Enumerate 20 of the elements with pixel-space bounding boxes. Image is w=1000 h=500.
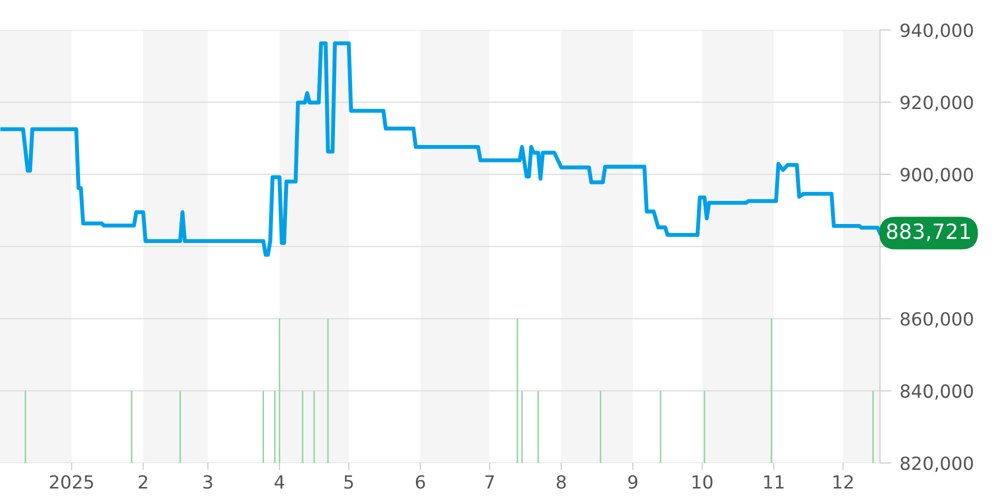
y-tick-label: 940,000 bbox=[900, 23, 973, 39]
x-tick-label: 2025 bbox=[50, 475, 93, 489]
x-tick-label: 2 bbox=[138, 475, 148, 489]
x-tick-label: 10 bbox=[692, 475, 712, 489]
x-tick-label: 8 bbox=[556, 475, 566, 489]
y-tick-label: 900,000 bbox=[900, 168, 973, 184]
x-tick-label: 11 bbox=[764, 475, 784, 489]
y-tick-label: 920,000 bbox=[900, 96, 973, 112]
line-series bbox=[0, 41, 880, 257]
x-tick-label: 4 bbox=[274, 475, 284, 489]
x-tick-label: 7 bbox=[485, 475, 494, 489]
y-tick-label: 840,000 bbox=[900, 384, 973, 400]
y-tick-label: 860,000 bbox=[900, 312, 973, 328]
x-tick-label: 6 bbox=[416, 475, 425, 489]
y-tick-label: 820,000 bbox=[900, 456, 973, 472]
x-tick-label: 12 bbox=[834, 475, 853, 489]
x-tick-label: 3 bbox=[204, 475, 212, 489]
annotation: 883,721 bbox=[886, 223, 970, 242]
x-tick-label: 9 bbox=[628, 475, 638, 489]
x-tick-label: 5 bbox=[344, 475, 353, 489]
